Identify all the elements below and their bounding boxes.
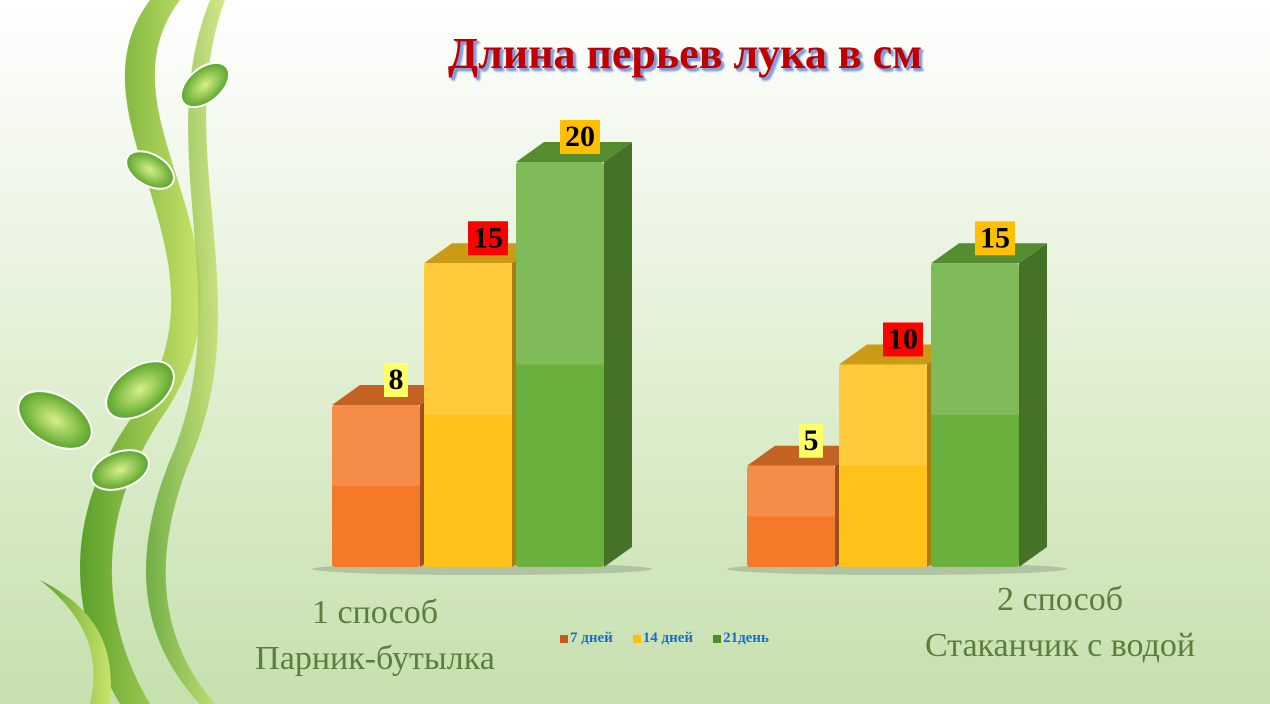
bar-highlight xyxy=(839,364,927,466)
bar-highlight xyxy=(332,405,420,486)
data-label-bg xyxy=(560,120,600,154)
category-line: 2 способ xyxy=(996,581,1124,618)
data-label: 10 xyxy=(888,323,918,356)
leaf xyxy=(105,360,175,420)
bar xyxy=(332,405,420,567)
category-line: Стаканчик с водой xyxy=(924,627,1196,664)
category-line: 1 способ xyxy=(311,594,439,631)
legend-item: 14 дней xyxy=(632,630,694,647)
vine xyxy=(146,0,225,704)
legend-swatch xyxy=(632,634,641,643)
category-label-1: 1 способ Парник-бутылка xyxy=(220,590,530,682)
category-label-2: 2 способ Стаканчик с водой xyxy=(890,577,1230,669)
legend-label: 14 дней xyxy=(642,630,694,646)
bar xyxy=(516,162,604,567)
data-label-bg xyxy=(799,423,823,458)
data-label: 15 xyxy=(473,221,503,254)
bar-highlight xyxy=(747,465,835,517)
legend-swatch xyxy=(713,634,722,643)
legend-swatch xyxy=(560,634,568,643)
bar-highlight xyxy=(424,263,512,416)
leaf xyxy=(125,150,175,190)
leaf xyxy=(90,449,150,491)
legend-item: 21день xyxy=(713,630,769,647)
leaf xyxy=(179,61,231,109)
bar-side xyxy=(604,142,632,567)
leaf xyxy=(17,390,93,450)
vine xyxy=(80,0,202,704)
data-label-bg xyxy=(384,363,408,397)
bar-highlight xyxy=(516,162,604,365)
data-label: 20 xyxy=(565,120,595,153)
bar-highlight xyxy=(931,263,1019,416)
data-label-bg xyxy=(468,221,508,256)
bar xyxy=(747,465,835,567)
category-line: Парник-бутылка xyxy=(255,640,495,677)
legend-item: 7 дней xyxy=(560,630,613,647)
bar xyxy=(839,364,927,567)
legend-label: 21день xyxy=(723,630,769,646)
data-label-bg xyxy=(883,322,923,357)
legend: 7 дней 14 дней 21день xyxy=(560,630,769,647)
data-label-bg xyxy=(975,221,1015,256)
data-label: 15 xyxy=(980,221,1010,254)
bar xyxy=(931,263,1019,567)
data-label: 8 xyxy=(389,363,404,396)
vine xyxy=(40,580,111,704)
data-label: 5 xyxy=(804,424,819,457)
bar-side xyxy=(1019,243,1047,567)
legend-label: 7 дней xyxy=(570,630,613,646)
bar xyxy=(424,263,512,567)
chart-title: Длина перьев лука в см xyxy=(447,29,923,78)
